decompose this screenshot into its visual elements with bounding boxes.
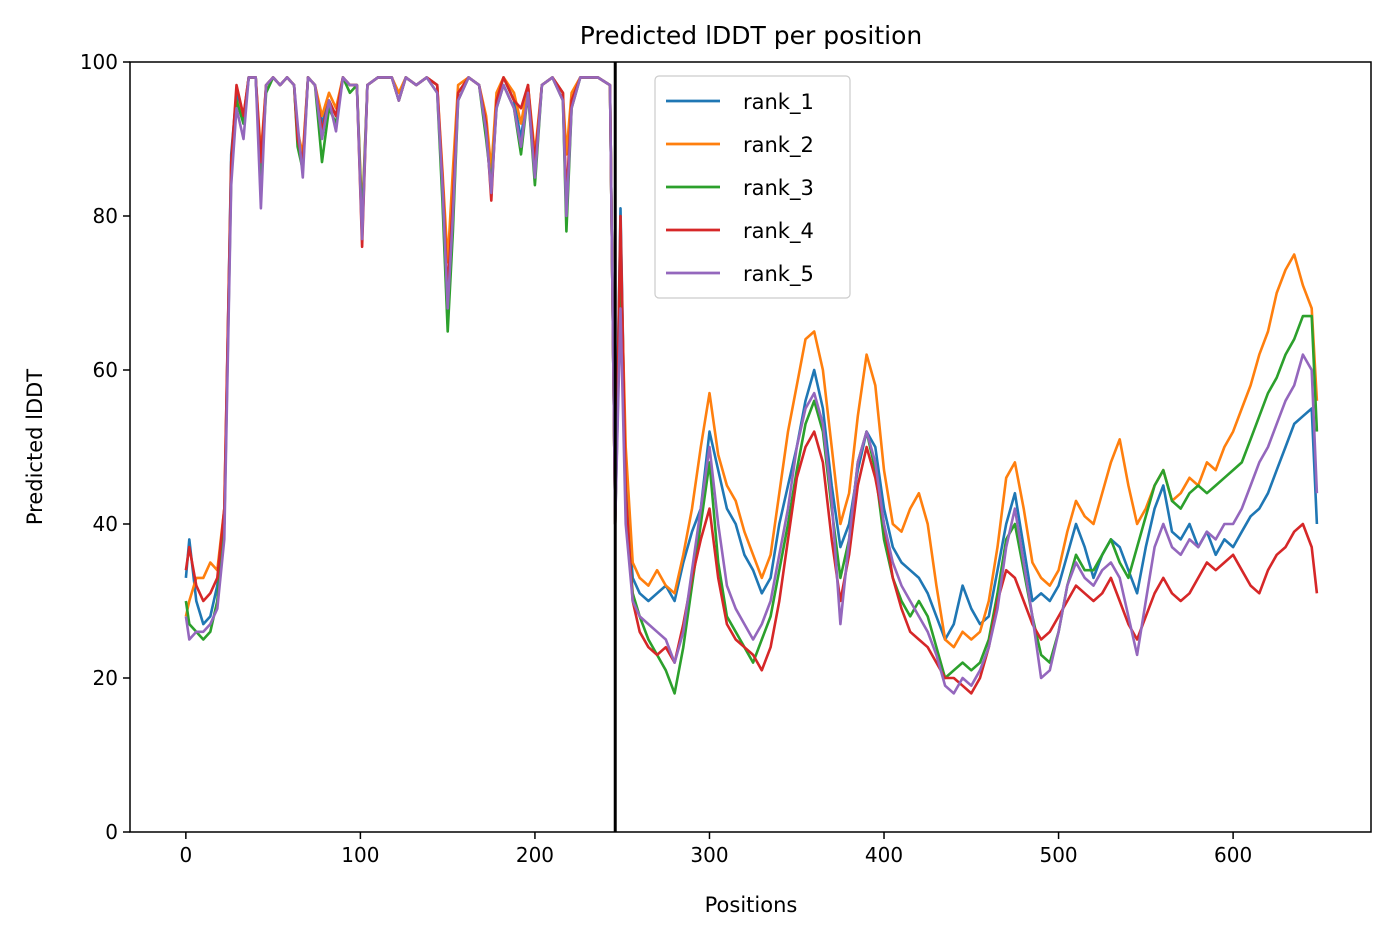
y-tick-label: 100 xyxy=(80,50,118,74)
x-tick-label: 0 xyxy=(179,843,192,867)
x-axis-label: Positions xyxy=(705,893,798,917)
series-line-rank-4 xyxy=(184,76,1319,695)
legend: rank_1 rank_2 rank_3 rank_4 rank_5 xyxy=(654,75,851,299)
legend-label: rank_2 xyxy=(743,133,814,158)
y-tick-label: 0 xyxy=(105,820,118,844)
series-lines xyxy=(184,76,1319,695)
y-tick-label: 60 xyxy=(93,358,118,382)
legend-label: rank_1 xyxy=(743,90,814,115)
series-line-rank-5 xyxy=(184,76,1319,695)
legend-box xyxy=(654,75,851,299)
y-axis-label: Predicted lDDT xyxy=(23,369,47,525)
y-tick-label: 80 xyxy=(93,204,118,228)
plot-area-frame xyxy=(129,61,1372,833)
x-tick-label: 400 xyxy=(865,843,903,867)
legend-label: rank_5 xyxy=(743,262,814,287)
x-tick-label: 300 xyxy=(690,843,728,867)
y-tick-label: 40 xyxy=(93,512,118,536)
x-axis: 0 100 200 300 400 500 600 xyxy=(179,832,1252,867)
y-tick-label: 20 xyxy=(93,666,118,690)
y-axis: 0 20 40 60 80 100 xyxy=(80,50,130,844)
x-tick-label: 100 xyxy=(341,843,379,867)
x-tick-label: 600 xyxy=(1214,843,1252,867)
series-line-rank-2 xyxy=(184,76,1319,649)
legend-label: rank_4 xyxy=(743,219,814,244)
legend-label: rank_3 xyxy=(743,176,814,201)
x-tick-label: 500 xyxy=(1039,843,1077,867)
chart-title: Predicted lDDT per position xyxy=(580,21,922,50)
x-tick-label: 200 xyxy=(516,843,554,867)
